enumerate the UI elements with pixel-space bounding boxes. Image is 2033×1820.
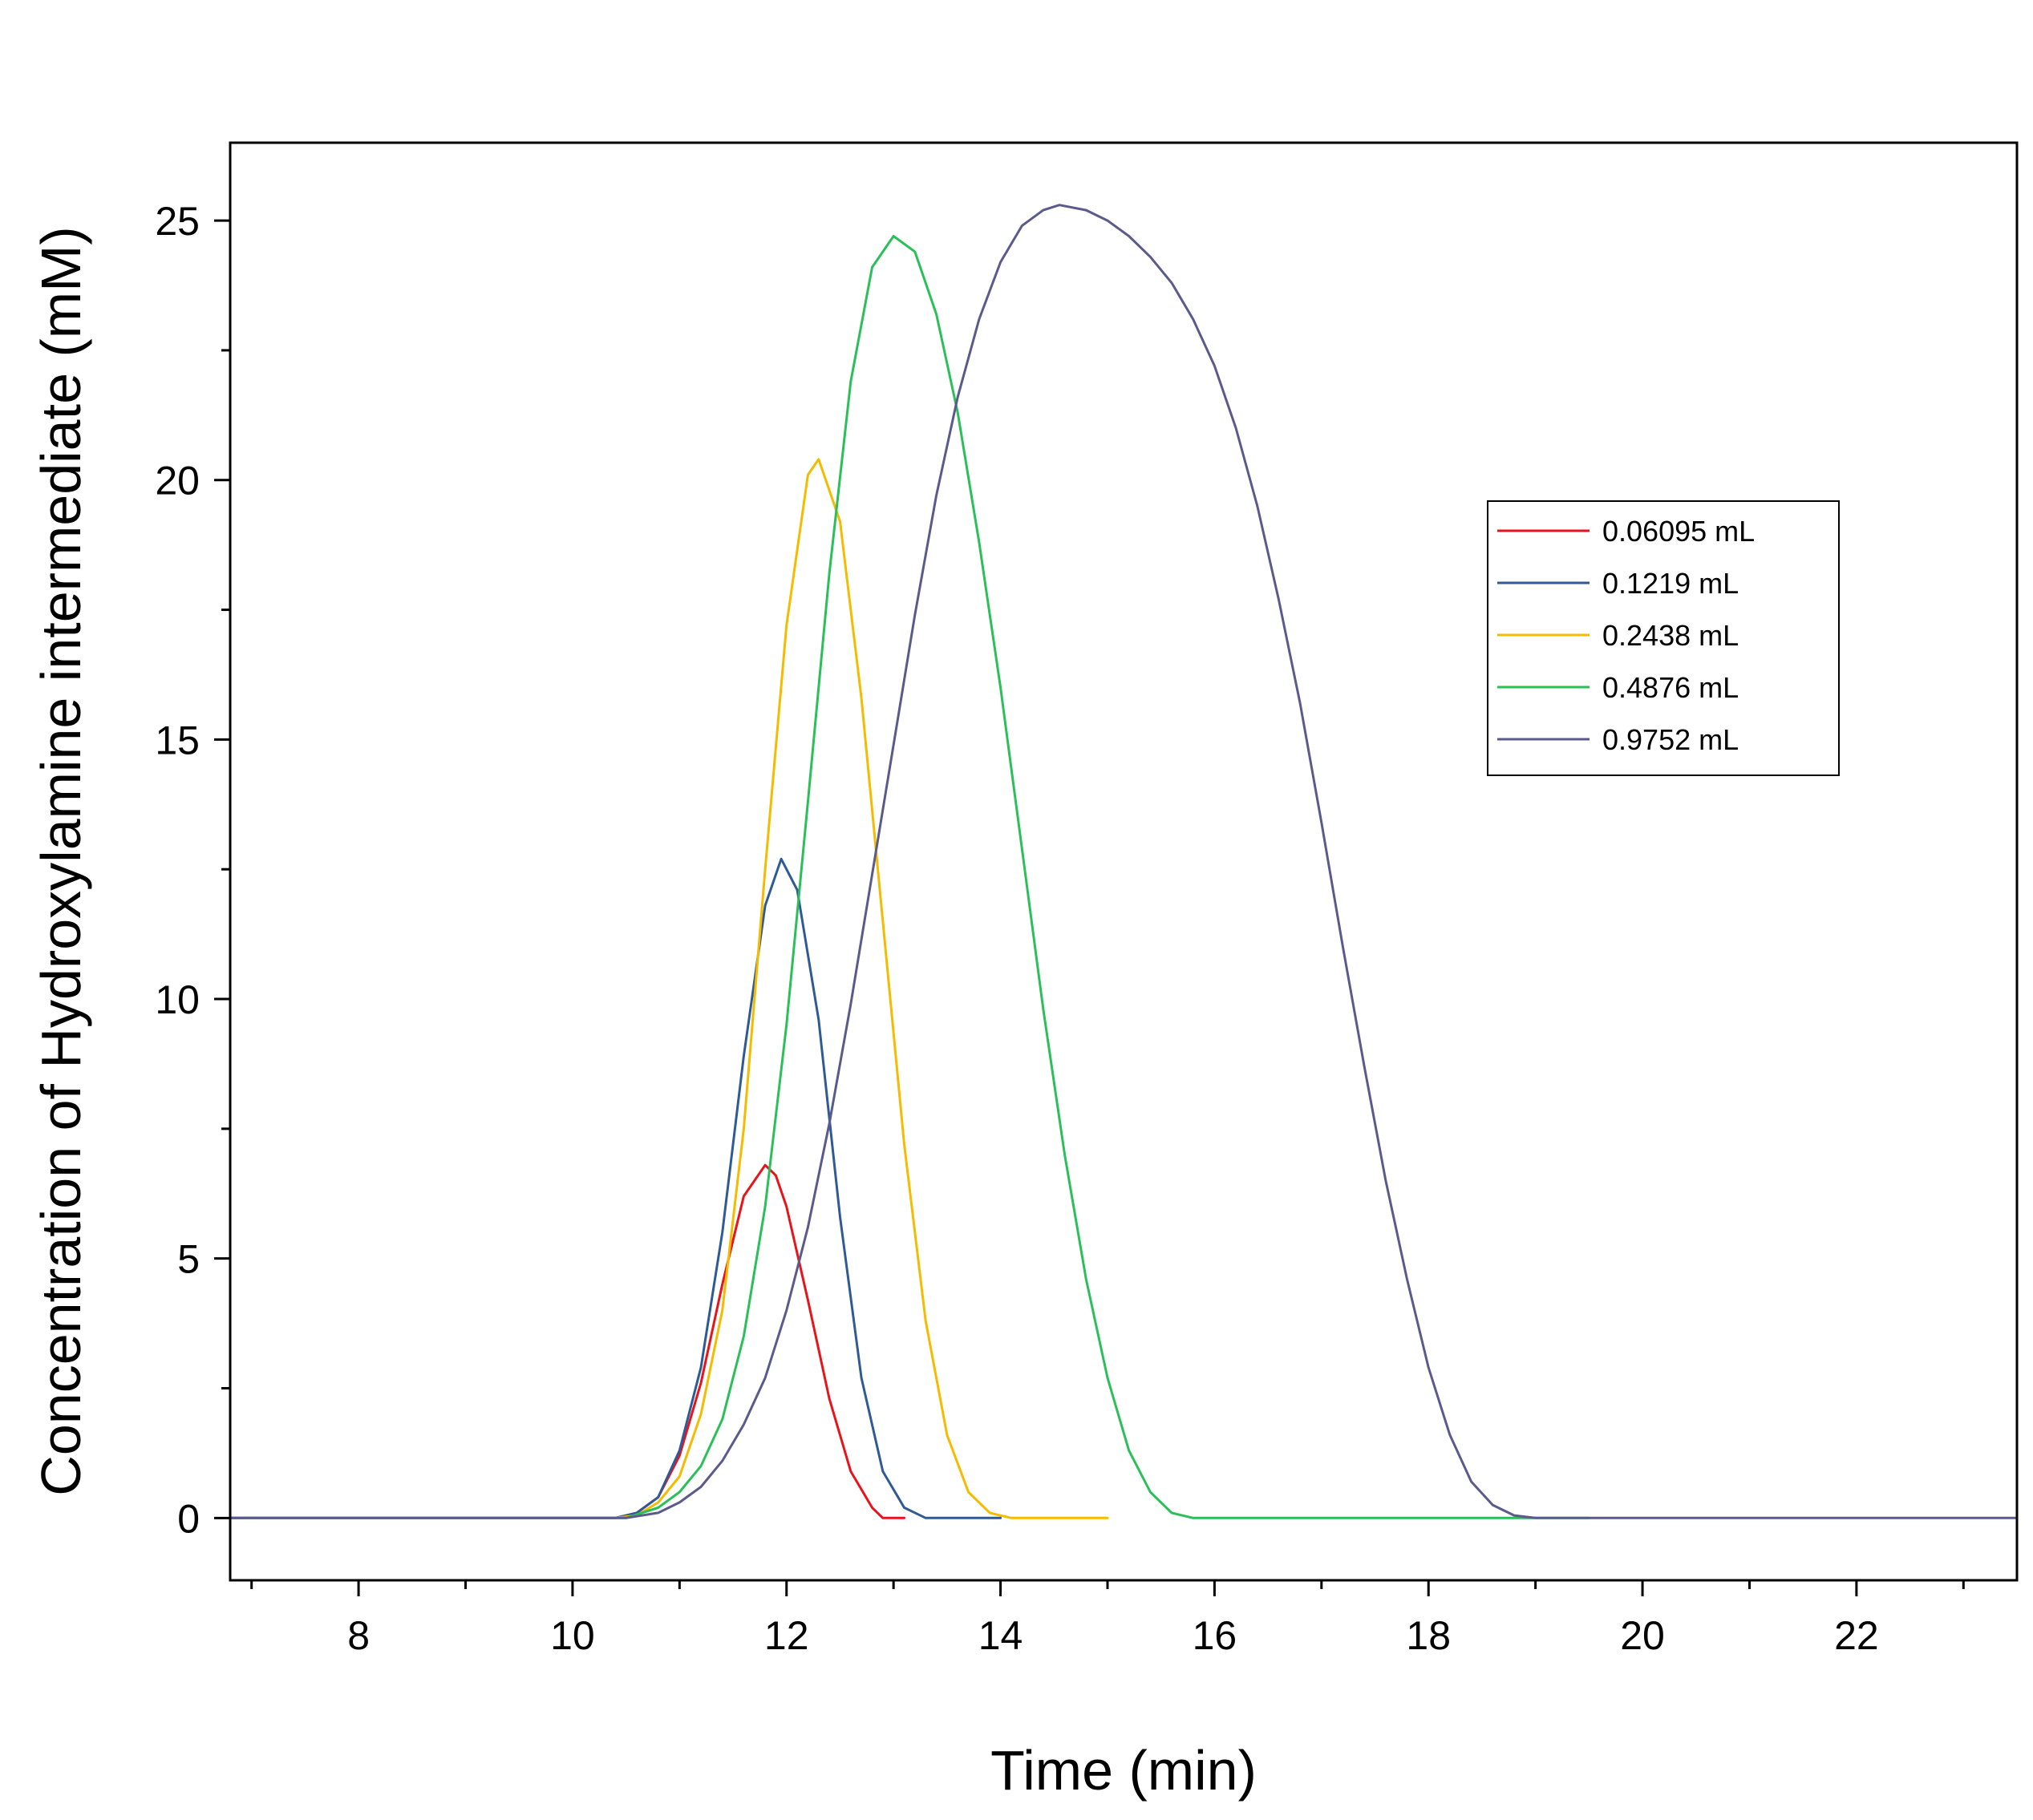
series-line-2 xyxy=(229,857,1002,1519)
ticks-layer: 8 10 12 14 16 18 20 22 0 5 10 15 20 25 xyxy=(155,199,1965,1658)
legend-label-5: 0.9752 mL xyxy=(1602,723,1739,756)
plot-frame xyxy=(229,141,2019,1582)
x-tick-label: 10 xyxy=(550,1613,595,1658)
series-line-5 xyxy=(229,204,2019,1519)
legend-label-2: 0.1219 mL xyxy=(1602,567,1739,600)
x-tick-label: 18 xyxy=(1406,1613,1451,1658)
legend-label-1: 0.06095 mL xyxy=(1602,515,1755,548)
x-tick-label: 16 xyxy=(1193,1613,1237,1658)
x-tick-label: 20 xyxy=(1620,1613,1665,1658)
series-line-3 xyxy=(229,458,1109,1519)
y-tick-label: 5 xyxy=(177,1237,200,1282)
x-tick-label: 22 xyxy=(1834,1613,1879,1658)
legend-label-3: 0.2438 mL xyxy=(1602,619,1739,652)
y-tick-label: 10 xyxy=(155,977,200,1022)
y-tick-label: 15 xyxy=(155,718,200,762)
x-axis-title: Time (min) xyxy=(990,1739,1257,1802)
legend: 0.06095 mL 0.1219 mL 0.2438 mL 0.4876 mL 0.9… xyxy=(1487,500,1840,776)
y-axis-title: Concentration of Hydroxylamine intermedi… xyxy=(30,226,92,1495)
y-tick-label: 20 xyxy=(155,459,200,504)
legend-label-4: 0.4876 mL xyxy=(1602,671,1739,704)
x-tick-label: 8 xyxy=(347,1613,370,1658)
x-tick-label: 12 xyxy=(764,1613,809,1658)
y-tick-label: 25 xyxy=(155,199,200,244)
series-line-4 xyxy=(229,235,1590,1519)
legend-box xyxy=(1487,500,1840,776)
series-layer xyxy=(229,204,2019,1519)
y-tick-label: 0 xyxy=(177,1496,200,1541)
x-tick-label: 14 xyxy=(978,1613,1023,1658)
